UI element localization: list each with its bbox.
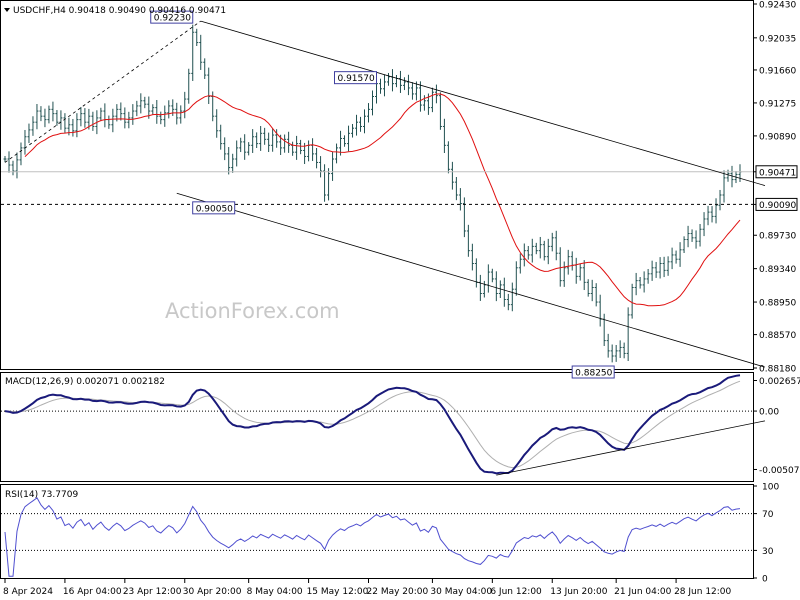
x-tick-label: 6 Jun 12:00 — [490, 587, 542, 597]
price-y-tick-label: 0.88180 — [759, 365, 796, 375]
price-annotation-box — [571, 365, 615, 379]
x-tick-label: 22 May 20:00 — [367, 587, 429, 597]
price-y-tick-label: 0.89730 — [759, 232, 796, 242]
x-tick-label: 16 Apr 04:00 — [63, 587, 122, 597]
rsi-y-tick-label: 30 — [762, 547, 774, 557]
x-tick-label: 30 Apr 20:00 — [183, 587, 242, 597]
rsi-line — [4, 497, 741, 577]
macd-panel-title: MACD(12,26,9) 0.002071 0.002182 — [5, 377, 165, 387]
macd-y-tick-label: 0.00 — [759, 408, 779, 418]
price-annotation-label: 0.91570 — [337, 74, 374, 84]
macd-signal-line — [4, 380, 741, 469]
rsi-panel-title: RSI(14) 73.7709 — [5, 490, 78, 500]
price-panel-frame — [0, 0, 754, 370]
price-annotation-box — [333, 71, 377, 85]
macd-line — [4, 374, 741, 475]
x-tick-label: 15 May 12:00 — [307, 587, 369, 597]
macd-trendline — [496, 420, 766, 476]
price-y-tick-box — [755, 197, 798, 211]
price-y-tick-label: 0.92035 — [759, 34, 796, 44]
price-annotation-label: 0.92230 — [154, 14, 191, 24]
sma-line — [24, 93, 741, 307]
macd-layer — [1, 374, 766, 476]
rsi-layer — [1, 497, 753, 577]
dropdown-triangle-icon[interactable] — [4, 8, 10, 12]
price-y-tick-label: 0.91660 — [759, 66, 796, 76]
price-y-tick-label: 0.89340 — [759, 265, 796, 275]
macd-panel-frame — [0, 372, 754, 482]
x-tick-label: 30 May 04:00 — [430, 587, 492, 597]
watermark: ActionForex.com — [165, 299, 340, 323]
dashed-trend-line — [4, 20, 201, 163]
rsi-y-tick-label: 70 — [762, 510, 774, 520]
rsi-y-tick-label: 0 — [762, 575, 768, 585]
price-y-tick-label: 0.90471 — [759, 168, 796, 178]
axis-layer: 0.92430 0.92035 0.91660 0.91275 0.90890 0.904… — [3, 1, 800, 598]
rsi-y-tick-label: 100 — [762, 483, 779, 493]
price-layer: 0.92230 0.91570 0.90050 0.88250 — [1, 10, 766, 379]
x-tick-label: 23 Apr 12:00 — [123, 587, 182, 597]
price-y-tick-label: 0.88950 — [759, 299, 796, 309]
price-y-tick-box — [755, 165, 798, 179]
macd-y-tick-label: -0.005078 — [759, 466, 800, 476]
price-annotation-label: 0.88250 — [575, 369, 612, 379]
price-annotation-box — [150, 10, 194, 24]
x-tick-label: 28 Jun 12:00 — [674, 587, 731, 597]
x-tick-label: 8 Apr 2024 — [3, 587, 53, 597]
price-annotation-box — [192, 201, 236, 215]
macd-y-tick-label: 0.002657 — [759, 377, 800, 387]
price-y-tick-label: 0.91275 — [759, 99, 796, 109]
price-y-tick-label: 0.92430 — [759, 1, 796, 11]
x-tick-label: 21 Jun 04:00 — [614, 587, 671, 597]
price-annotation-label: 0.90050 — [196, 204, 233, 214]
rsi-panel-frame — [0, 484, 754, 579]
price-y-tick-label: 0.88570 — [759, 331, 796, 341]
price-y-tick-label: 0.90890 — [759, 132, 796, 142]
price-y-tick-label: 0.90090 — [759, 201, 796, 211]
channel-lower-line — [176, 192, 766, 368]
channel-upper-line — [200, 20, 766, 186]
x-tick-label: 13 Jun 20:00 — [550, 587, 607, 597]
price-panel-title: USDCHF,H4 0.90418 0.90490 0.90416 0.9047… — [13, 6, 226, 16]
x-tick-label: 8 May 04:00 — [247, 587, 303, 597]
